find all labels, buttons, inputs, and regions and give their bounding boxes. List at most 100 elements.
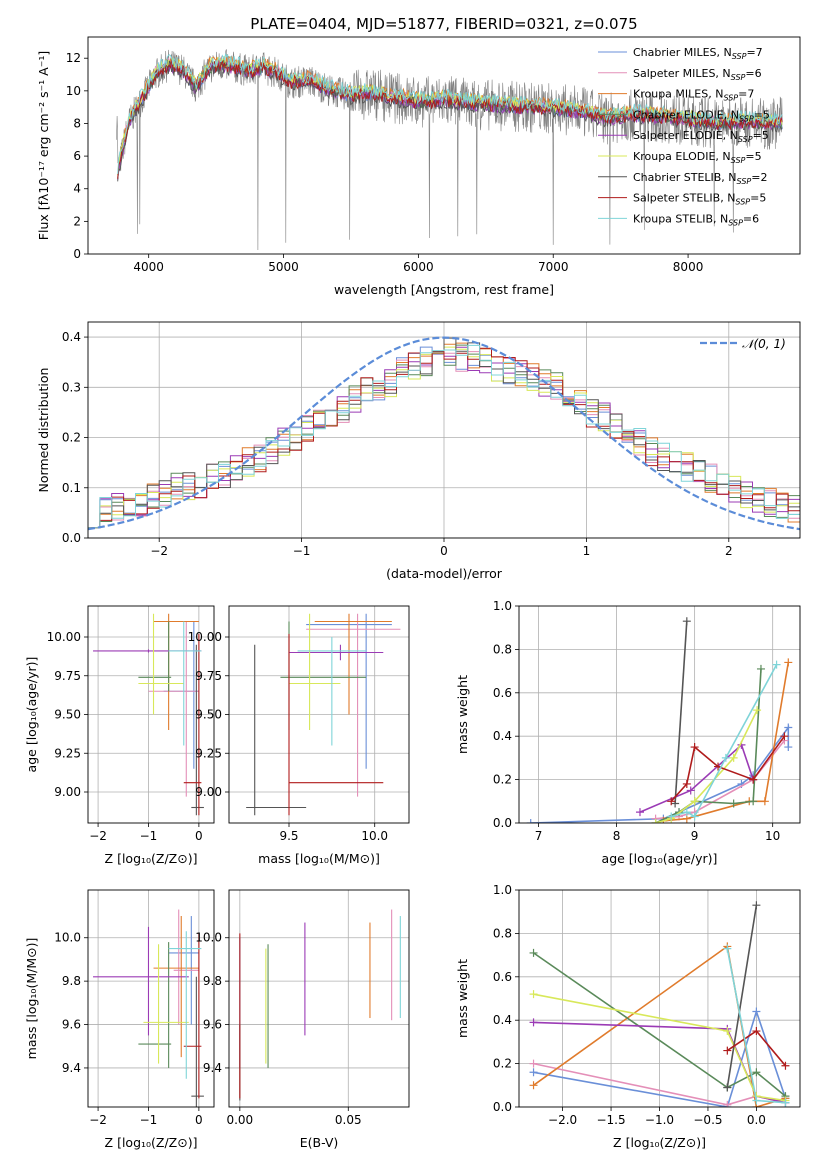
y-tick-label: 9.75 [54, 669, 81, 683]
legend-entry: Chabrier STELIB, NSSP=2 [633, 171, 767, 186]
x-tick-label: 0 [195, 829, 203, 843]
x-tick-label: 10 [765, 829, 780, 843]
data-point-marker [752, 901, 761, 910]
y-tick-label: 9.50 [195, 708, 222, 722]
x-tick-label: 0 [195, 1113, 203, 1127]
legend-suffix: =5 [754, 108, 770, 121]
data-point-marker [526, 819, 535, 823]
data-point-marker [753, 706, 762, 715]
data-point-marker [784, 658, 793, 667]
data-point-marker [529, 1018, 538, 1027]
data-point-marker [784, 723, 793, 732]
y-tick-label: 10.00 [47, 630, 81, 644]
data-point-marker [781, 1061, 790, 1070]
data-point-marker [752, 1027, 761, 1036]
y-tick-label: 0.0 [62, 531, 81, 545]
mass-weight-series-8 [670, 735, 786, 802]
legend-entry: Salpeter MILES, NSSP=6 [633, 67, 762, 82]
legend-subscript: SSP [731, 156, 746, 165]
data-point-marker [723, 1083, 732, 1092]
legend-subscript: SSP [723, 94, 738, 103]
legend-subscript: SSP [732, 52, 747, 61]
legend-text: Chabrier ELODIE, N [633, 108, 739, 121]
legend-text: Salpeter ELODIE, N [633, 129, 738, 142]
y-tick-label: 2 [73, 214, 81, 228]
data-point-marker [667, 812, 676, 821]
x-axis-label: wavelength [Angstrom, rest frame] [334, 282, 554, 297]
legend-text: Chabrier STELIB, N [633, 171, 737, 184]
data-point-marker [752, 1007, 761, 1016]
legend-subscript: SSP [735, 198, 750, 207]
data-point-marker [682, 808, 691, 817]
x-axis-label: Z [log₁₀(Z/Z⊙)] [105, 851, 198, 866]
legend-subscript: SSP [728, 218, 743, 227]
panel-mass_weight_vs_age: 7 8 9 10 0.0 0.2 0.4 0.6 0.8 1.0 age [log₁₀(age/yr… [455, 599, 801, 866]
data-point-marker [529, 1081, 538, 1090]
data-point-marker [721, 753, 730, 762]
x-axis-label: E(B-V) [300, 1135, 339, 1150]
legend-suffix: =7 [738, 88, 754, 101]
model-spectrum-8 [117, 59, 783, 179]
data-point-marker [529, 1068, 538, 1077]
data-point-marker [784, 743, 793, 752]
y-tick-label: 0.4 [493, 1013, 512, 1027]
y-tick-label: 9.50 [54, 708, 81, 722]
y-tick-label: 0.2 [493, 1057, 512, 1071]
x-tick-label: 2 [725, 544, 733, 558]
x-tick-label: 9 [691, 829, 699, 843]
mass-weight-series-7 [674, 621, 688, 804]
model-spectrum-9 [117, 52, 783, 175]
data-point-marker [690, 812, 699, 821]
x-tick-label: 7 [535, 829, 543, 843]
data-point-marker [635, 808, 644, 817]
x-tick-label: 8 [613, 829, 621, 843]
legend-entry: Kroupa STELIB, NSSP=6 [633, 212, 759, 227]
axes-frame [87, 36, 801, 255]
data-point-marker [529, 990, 538, 999]
plot-area [519, 890, 800, 1107]
x-tick-label: 1 [583, 544, 591, 558]
legend-subscript: SSP [731, 73, 746, 82]
x-axis-label: Z [log₁₀(Z/Z⊙)] [613, 1135, 706, 1150]
x-axis-label: mass [log₁₀(M/M⊙)] [258, 851, 380, 866]
y-tick-label: 0.6 [493, 970, 512, 984]
y-axis-label: Normed distribution [36, 368, 51, 493]
mass-weight-series-4 [533, 952, 787, 1097]
y-tick-label: 9.75 [195, 669, 222, 683]
y-tick-label: 9.00 [195, 785, 222, 799]
y-tick-label: 0.2 [62, 431, 81, 445]
data-point-marker [690, 743, 699, 752]
data-point-marker [682, 779, 691, 788]
normal-reference-curve [88, 336, 800, 531]
legend-text: Kroupa ELODIE, N [633, 150, 731, 163]
y-tick-label: 0.4 [493, 729, 512, 743]
plot-area [88, 322, 800, 538]
y-tick-label: 9.00 [54, 785, 81, 799]
data-point-marker [667, 797, 676, 806]
x-tick-label: −2 [89, 1113, 107, 1127]
data-point-marker [690, 797, 699, 806]
y-axis-label: age [log₁₀(age/yr)] [24, 657, 39, 773]
x-axis-label: age [log₁₀(age/yr)] [602, 851, 718, 866]
mass-weight-series-7 [726, 905, 758, 1088]
chart-panels: 4000 5000 6000 7000 8000024681012wavelength … [24, 36, 801, 1150]
y-tick-label: 0.3 [62, 380, 81, 394]
x-tick-label: −1 [293, 544, 311, 558]
data-point-marker [723, 1046, 732, 1055]
axes-frame [87, 889, 215, 1108]
x-tick-label: −0.5 [693, 1113, 722, 1127]
y-tick-label: 9.6 [62, 1018, 81, 1032]
y-tick-label: 9.4 [62, 1061, 81, 1075]
legend-entry: Salpeter ELODIE, NSSP=5 [633, 129, 769, 144]
plot-area [88, 890, 214, 1107]
plot-area [519, 606, 800, 823]
x-axis-label: (data-model)/error [386, 566, 503, 581]
legend-suffix: =5 [750, 192, 766, 205]
panel-mass_weight_vs_Z: −2.0 −1.5 −1.0 −0.5 0.0 0.0 0.2 0.4 0.6 0.8 1.0 Z [… [455, 883, 801, 1150]
data-point-marker [729, 753, 738, 762]
legend-entry: Chabrier ELODIE, NSSP=5 [633, 108, 770, 123]
legend-subscript: SSP [739, 114, 754, 123]
x-tick-label: −1 [140, 829, 158, 843]
